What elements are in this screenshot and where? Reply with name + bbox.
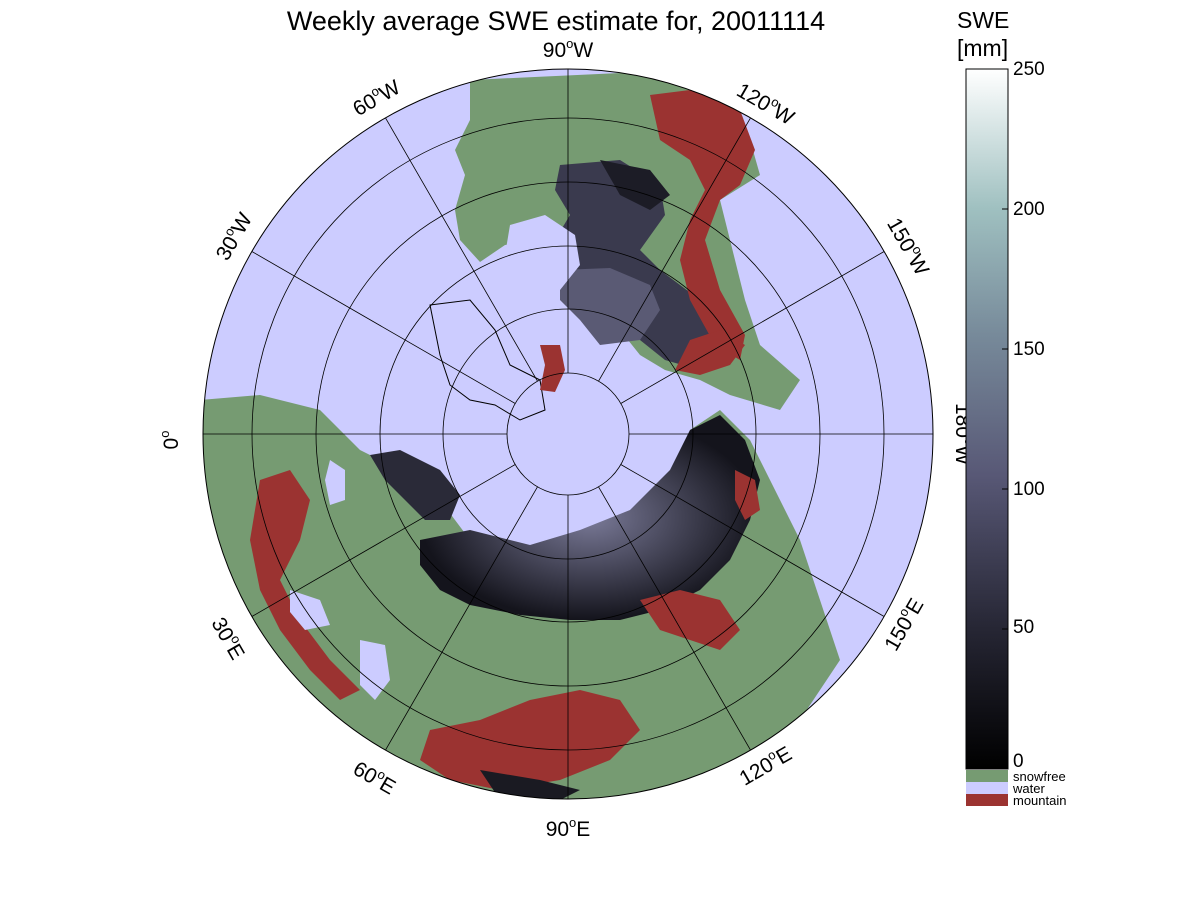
legend-label-mountain: mountain [1013,793,1067,808]
colorbar-title-line2: [mm] [957,35,1009,61]
lon-label-90w: 90oW [543,36,594,62]
siberia-mountains [640,590,740,650]
colorbar-ticks [1002,68,1008,770]
colorbar-tick-label: 0 [1013,751,1024,772]
colorbar-title: SWE [mm] [957,6,1009,62]
lon-label-90e: 90oE [546,815,591,841]
siberia-snow [420,415,760,620]
central-asia-mountains [420,690,640,790]
rocky-mountains [650,90,755,360]
colorbar-tick-label: 50 [1013,617,1035,638]
lon-label-0: 0o [157,431,183,450]
scandinavia-snow [370,450,460,520]
legend-swatch-mountain [966,794,1008,806]
colorbar-tick-label: 100 [1013,479,1045,500]
land-layer [203,72,840,799]
colorbar-tick-label: 250 [1013,59,1045,80]
map-border [202,68,934,800]
europe-mountains [250,470,360,700]
colorbar-tick-label: 200 [1013,199,1045,220]
lon-label-60e: 60oE [349,755,401,800]
meridians [203,69,933,799]
legend-swatch-water [966,782,1008,794]
page-title: Weekly average SWE estimate for, 2001111… [286,6,826,36]
greenland-outline [429,299,546,421]
greenland-coast-mountain [540,345,565,392]
caspian-sea [360,640,390,700]
tibet-snow [480,770,580,799]
alaska-mountains [675,330,745,375]
baltic-sea [325,460,345,505]
legend-label-snowfree: snowfree [1013,769,1066,784]
colorbar-gradient [965,68,1009,770]
legend-label-water: water [1013,781,1045,796]
hudson-bay [505,215,580,300]
colorbar-title-line1: SWE [957,7,1010,33]
black-sea [290,590,330,630]
north-america-snow [555,160,720,370]
north-america-snow-patch [600,160,670,210]
legend-swatch-snowfree [966,770,1008,782]
colorbar-tick-label: 150 [1013,339,1045,360]
lon-label-30e: 30oE [207,612,252,664]
arctic-islands [560,268,660,345]
